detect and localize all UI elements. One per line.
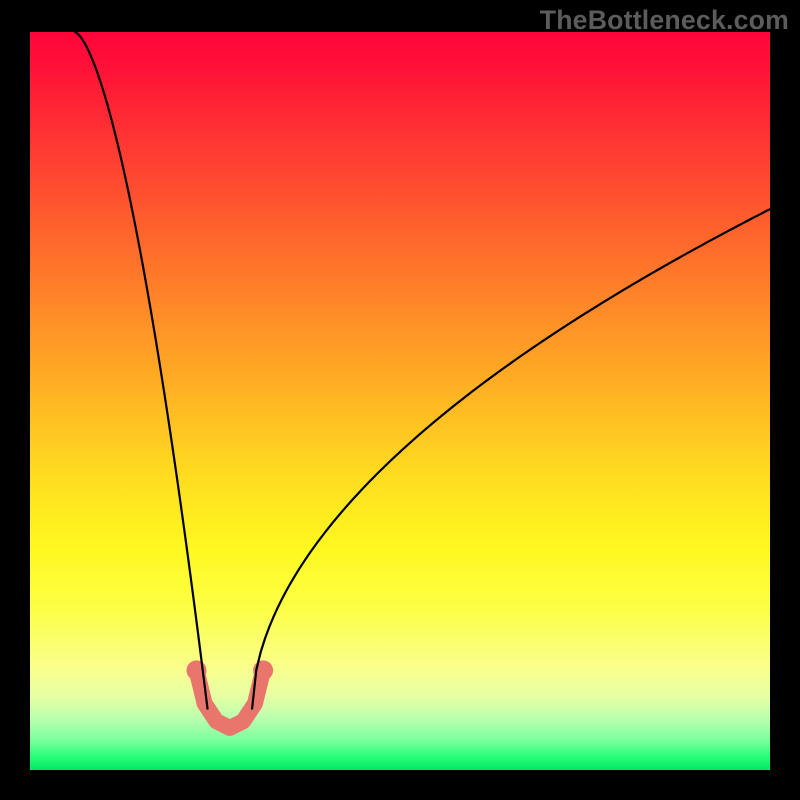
- plot-area: [30, 32, 770, 770]
- bottleneck-chart: [30, 32, 770, 770]
- watermark-text: TheBottleneck.com: [540, 5, 789, 36]
- plot-background: [30, 32, 770, 770]
- stage: TheBottleneck.com: [0, 0, 800, 800]
